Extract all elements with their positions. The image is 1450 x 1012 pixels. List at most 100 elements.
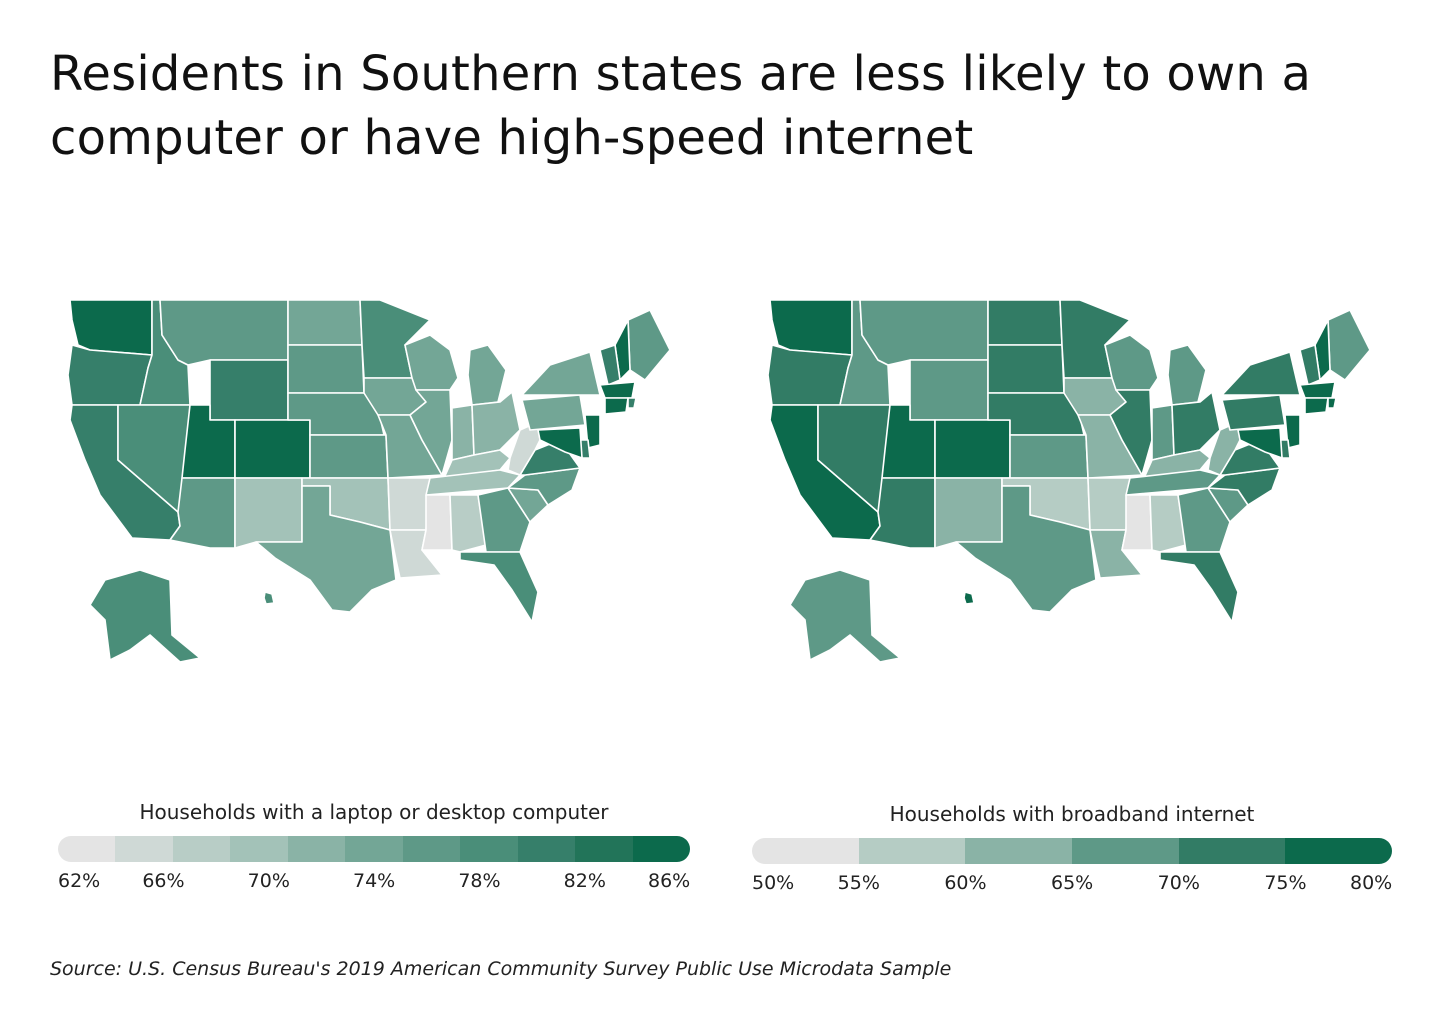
legend-swatch [287,836,346,862]
legend-swatch [575,836,633,862]
legend-swatch [517,836,576,862]
us-map-broadband [767,299,1371,663]
state-or [767,344,853,406]
legend-tick: 70% [247,870,290,892]
legend-swatch [402,836,461,862]
legend-computer: Households with a laptop or desktop comp… [58,800,690,900]
state-fl [459,551,539,623]
legend-swatch [1178,838,1286,864]
state-in [451,404,475,461]
legend-ticks-broadband: 50% 55% 60% 65% 70% 75% 80% [752,872,1392,902]
state-ma [1299,381,1336,399]
state-ar [387,477,431,531]
legend-swatch [1072,838,1179,864]
legend-tick: 70% [1157,872,1200,894]
state-md [537,427,583,459]
state-in [1151,404,1175,461]
legend-tick: 65% [1051,872,1094,894]
legend-broadband: Households with broadband internet 50% 55… [752,802,1392,902]
legend-swatch [230,836,288,862]
state-tn [1125,469,1221,496]
legend-title-broadband: Households with broadband internet [889,802,1255,826]
legend-color-bar-computer [58,836,690,862]
state-ak [789,569,901,663]
state-ms [1121,494,1153,551]
legend-tick: 66% [142,870,185,892]
state-ak [89,569,201,663]
state-ct [604,397,629,415]
legend-tick: 80% [1350,872,1393,894]
state-wi [404,334,459,391]
legend-tick: 62% [58,870,101,892]
legend-swatch [58,836,116,862]
state-nm [934,477,1003,549]
legend-tick: 74% [353,870,396,892]
legend-swatch [858,838,966,864]
state-ma [599,381,636,399]
us-map-computer [67,299,671,663]
legend-swatch [632,836,690,862]
legend-ticks-computer: 62% 66% 70% 74% 78% 82% 86% [58,870,690,900]
state-wv [507,421,541,476]
state-pa [521,394,586,431]
chart-title: Residents in Southern states are less li… [50,46,1312,166]
state-co [934,419,1011,479]
legend-tick: 82% [563,870,606,892]
legend-title-computer: Households with a laptop or desktop comp… [139,800,609,824]
state-ks [309,434,389,479]
state-co [234,419,311,479]
legend-swatch [1285,838,1392,864]
state-or [67,344,153,406]
legend-tick: 86% [648,870,691,892]
legend-swatch [752,838,859,864]
state-hi [963,591,975,605]
legend-color-bar-broadband [752,838,1392,864]
state-wi [1104,334,1159,391]
state-hi [263,591,275,605]
state-ks [1009,434,1089,479]
state-al [449,494,487,553]
state-me [1327,309,1371,381]
legend-tick: 50% [752,872,795,894]
state-wy [209,359,289,421]
legend-tick: 75% [1264,872,1307,894]
state-md [1237,427,1283,459]
state-sd [987,344,1065,394]
state-ms [421,494,453,551]
legend-swatch [172,836,231,862]
state-mt [159,299,289,366]
legend-swatch [460,836,518,862]
state-ny [521,351,601,396]
legend-tick: 55% [837,872,880,894]
state-ct [1304,397,1329,415]
state-wv [1207,421,1241,476]
state-fl [1159,551,1239,623]
state-wy [909,359,989,421]
legend-swatch [965,838,1073,864]
state-il [1109,389,1153,476]
state-ga [477,487,531,553]
state-mi [1167,344,1207,406]
state-wa [769,299,853,356]
state-tx [255,485,397,613]
state-nm [234,477,303,549]
source-note: Source: U.S. Census Bureau's 2019 Americ… [50,958,952,980]
state-ri [627,397,637,409]
state-mt [859,299,989,366]
state-ga [1177,487,1231,553]
state-sd [287,344,365,394]
legend-tick: 78% [458,870,501,892]
state-me [627,309,671,381]
state-pa [1221,394,1286,431]
state-ri [1327,397,1337,409]
state-ar [1087,477,1131,531]
state-ny [1221,351,1301,396]
state-il [409,389,453,476]
state-nd [987,299,1063,346]
state-nd [287,299,363,346]
legend-swatch [345,836,403,862]
state-al [1149,494,1187,553]
state-mi [467,344,507,406]
state-tx [955,485,1097,613]
legend-tick: 60% [944,872,987,894]
